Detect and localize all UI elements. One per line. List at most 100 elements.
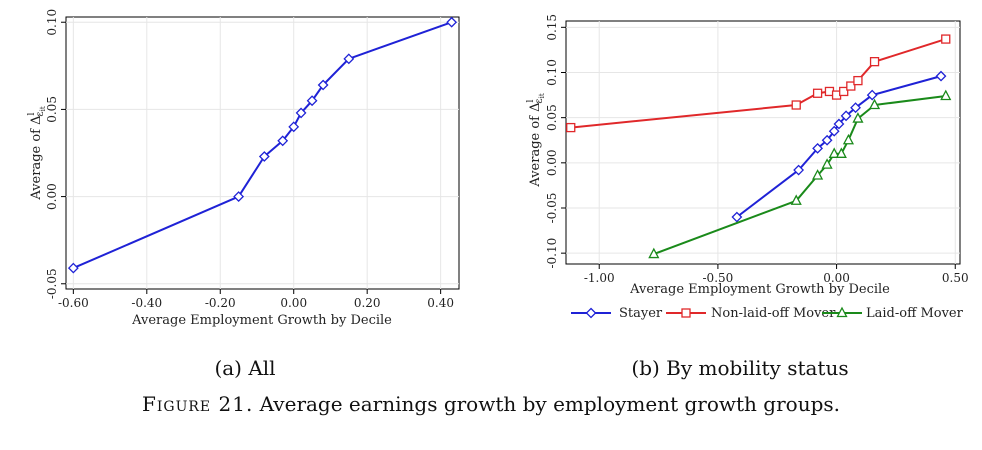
panel-b-x-tick-label: -0.50: [703, 271, 734, 285]
panel-a-x-tick-label: 0.40: [427, 296, 454, 310]
panel-b-stayer-point: [828, 125, 840, 137]
panel-b-non-laid-off-mover-point: [853, 75, 863, 86]
panel-b-laid-off-mover-line: [653, 95, 946, 256]
panel-b-y-tick-label: 0.10: [545, 59, 559, 86]
panel-b-non-laid-off-mover-point: [791, 100, 801, 110]
panel-a-y-tick-label: -0.05: [45, 268, 59, 299]
legend-stayer-label: Stayer: [619, 306, 663, 321]
panel-a-all-line: [72, 21, 453, 270]
panel-b-stayer-point: [821, 134, 833, 146]
legend-item-laid-off-mover: Laid-off Mover: [822, 306, 964, 321]
panel-a-x-tick-label: 0.00: [280, 296, 307, 310]
panel-b-non-laid-off-mover-point: [941, 34, 951, 44]
legend-laid-off-triangle-marker: [836, 306, 848, 318]
panel-b-stayer-point: [731, 211, 743, 223]
panel-b-non-laid-off-mover-point: [812, 88, 823, 98]
panel-b-chart: -0.10 -0.05 0.00 0.05 0.10 0.15 -1.00 -0.50 0.00…: [526, 14, 969, 321]
panel-b-laid-off-mover-point: [648, 247, 660, 259]
panel-b-non-laid-off-mover-point: [869, 57, 880, 67]
panel-a-all-point: [306, 95, 318, 107]
panel-a-all-point: [258, 151, 270, 162]
panel-a-y-axis-label-sup: l: [27, 112, 37, 115]
panel-a-caption: (a) All: [214, 356, 276, 380]
panel-b-x-tick-label: 0.50: [942, 271, 969, 285]
legend-non-laid-off-square-marker: [681, 308, 691, 318]
panel-b-laid-off-mover-point: [835, 147, 847, 158]
panel-b-y-axis-label-sup: l: [526, 99, 536, 102]
panel-b-stayer-line: [736, 75, 942, 218]
panel-b-laid-off-mover-point: [842, 133, 855, 145]
legend-non-laid-off-label: Non-laid-off Mover: [711, 306, 836, 321]
panel-b-y-tick-label: 0.15: [545, 14, 559, 41]
panel-b-legend: Stayer Non-laid-off Mover Laid-off Mover: [571, 306, 964, 321]
panel-b-stayer-point: [793, 164, 805, 176]
panel-a-gridlines: [66, 17, 459, 289]
panel-b-stayer-point: [866, 89, 878, 101]
panel-a-y-tick-label: 0.05: [45, 96, 59, 123]
panel-b-y-axis-label: Average of Δlεit: [526, 93, 546, 187]
panel-b-stayer-point: [840, 110, 852, 122]
panel-b-caption: (b) By mobility status: [631, 356, 849, 380]
figure-caption: Figure 21. Average earnings growth by em…: [0, 392, 982, 416]
panel-a-all-point: [277, 135, 289, 147]
panel-b-y-axis-label-text: Average of Δ: [528, 102, 543, 187]
panel-a-all-point: [317, 79, 329, 91]
panel-a-x-tick-label: -0.40: [131, 296, 162, 310]
panel-a-all-point: [67, 262, 79, 274]
panel-a-y-tick-label: 0.10: [45, 9, 59, 36]
panel-b-y-tick-label: -0.05: [545, 193, 559, 224]
panel-b-stayer-point: [850, 102, 861, 114]
panel-b-laid-off-mover-point: [852, 112, 864, 123]
panel-b-y-tick-label: -0.10: [545, 238, 559, 269]
panel-b-x-tick-label: 0.00: [823, 271, 850, 285]
panel-a-series: [67, 16, 458, 274]
panel-a-x-tick-label: -0.60: [58, 296, 89, 310]
legend-laid-off-label: Laid-off Mover: [866, 306, 964, 321]
panel-b-plot-frame: [565, 20, 961, 265]
panel-b-y-tick-label: 0.05: [545, 104, 559, 131]
panel-b-stayer-point: [833, 118, 845, 130]
panel-b-laid-off-mover-point: [821, 158, 833, 169]
legend-item-stayer: Stayer: [571, 306, 663, 321]
panel-a-all-point: [233, 191, 245, 203]
panel-b-laid-off-mover-point: [940, 89, 952, 101]
panel-b-axes: -0.10 -0.05 0.00 0.05 0.10 0.15 -1.00 -0.50 0.00…: [545, 14, 969, 285]
panel-b-stayer-point: [935, 70, 947, 82]
panel-a-all-point: [343, 53, 355, 65]
panel-a-y-axis-label-sub: ε: [35, 111, 46, 116]
panel-a-axes: -0.05 0.00 0.05 0.10 -0.60 -0.40 -0.20 0.00 0.20…: [45, 9, 454, 310]
panel-a-x-tick-label: -0.20: [205, 296, 236, 310]
panel-a-y-axis-label-subsub: it: [39, 106, 47, 111]
panel-b-laid-off-mover-point: [828, 147, 840, 158]
panel-a-y-axis-label: Average of Δlεit: [27, 106, 47, 200]
panel-b-series: [566, 34, 952, 259]
panel-b-non-laid-off-mover-line: [570, 38, 947, 129]
panel-b-x-tick-label: -1.00: [584, 271, 615, 285]
panel-b-y-tick-label: 0.00: [545, 149, 559, 176]
panel-a-plot-frame: [65, 16, 460, 290]
panel-a-all-point: [446, 16, 458, 28]
figure-caption-label: Figure 21.: [141, 392, 254, 416]
panel-a-chart: -0.05 0.00 0.05 0.10 -0.60 -0.40 -0.20 0.00 0.20…: [27, 9, 460, 328]
panel-b-laid-off-mover-point: [868, 98, 881, 110]
legend-item-non-laid-off-mover: Non-laid-off Mover: [666, 306, 836, 321]
legend-stayer-diamond-marker: [585, 307, 597, 319]
panel-b-laid-off-mover-point: [790, 194, 802, 205]
panel-a-all-point: [288, 121, 300, 133]
panel-b-y-axis-label-subsub: it: [538, 93, 546, 98]
panel-b-non-laid-off-mover-point: [846, 81, 856, 91]
panel-b-x-axis-label: Average Employment Growth by Decile: [629, 282, 890, 297]
figure-caption-text: Average earnings growth by employment gr…: [259, 392, 841, 416]
panel-b-stayer-point: [812, 142, 824, 154]
panel-a-x-tick-label: 0.20: [354, 296, 381, 310]
panel-b-non-laid-off-mover-point: [839, 86, 849, 97]
panel-b-y-axis-label-sub: ε: [534, 98, 545, 103]
panel-a-y-tick-label: 0.00: [45, 183, 59, 210]
panel-a-x-axis-label: Average Employment Growth by Decile: [131, 313, 392, 328]
panel-b-laid-off-mover-point: [812, 169, 824, 180]
panel-a-y-axis-label-text: Average of Δ: [29, 115, 44, 200]
panel-b-gridlines: [566, 21, 960, 264]
panel-b-non-laid-off-mover-point: [566, 122, 576, 133]
panel-a-all-point: [295, 107, 307, 119]
